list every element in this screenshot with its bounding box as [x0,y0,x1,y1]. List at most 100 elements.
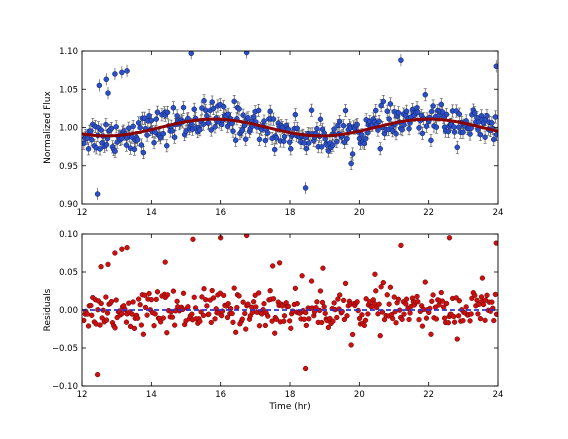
residual-point [456,298,462,304]
flux-point [189,121,195,128]
residual-point [474,297,480,303]
flux-point [454,144,461,151]
residuals-ytick-label: −0.05 [52,344,78,354]
residual-point [210,295,217,301]
residual-point [451,313,457,320]
flux-xtick-label: 24 [493,208,504,218]
flux-point [174,113,180,119]
flux-point [288,146,294,152]
flux-point [169,128,176,134]
flux-point [377,145,383,152]
residual-point [439,298,446,304]
flux-point [395,110,402,116]
residual-point [236,293,242,299]
residual-point [491,317,497,324]
flux-point [318,144,325,150]
residual-point [273,316,280,322]
residual-point [203,297,209,303]
flux-point [212,124,218,130]
residual-point [157,319,164,325]
flux-point [281,133,288,140]
flux-point [354,121,360,128]
residual-point [399,316,405,323]
residual-point [169,314,176,320]
flux-point [294,125,300,132]
residual-point [153,296,159,303]
flux-point [341,139,348,146]
residual-point [331,300,337,306]
residuals-ytick-label: 0.10 [59,230,78,240]
residual-point [377,333,383,339]
flux-point [148,117,155,124]
flux-point [239,127,246,133]
residual-point [151,323,157,329]
flux-point [82,140,87,147]
flux-point [342,107,349,114]
residual-point [154,289,161,295]
residual-point [356,315,363,322]
residual-point [281,318,287,324]
residual-point [337,292,343,298]
residual-point [380,279,386,286]
flux-point [302,185,309,191]
flux-ytick-label: 1.10 [59,47,78,57]
flux-ytick-label: 1.05 [59,85,78,95]
residual-point [98,264,104,270]
flux-point [362,136,369,142]
flux-point [96,82,103,89]
flux-point [406,125,412,132]
residual-point [146,290,152,297]
residuals-ytick-label: −0.10 [52,382,78,392]
flux-point [97,146,103,152]
residual-point [174,298,180,304]
flux-point [281,138,287,144]
flux-point [204,112,210,119]
residual-point [373,288,379,294]
residuals-xlabel: Time (hr) [268,402,310,412]
flux-ytick-label: 1.00 [59,124,78,134]
residual-point [416,316,422,323]
flux-point [451,124,457,130]
residual-point [330,318,336,324]
residual-point [225,301,231,307]
flux-point [137,124,143,131]
flux-point [180,104,187,111]
residual-point [253,304,259,310]
residual-point [468,311,474,317]
residual-point [493,240,498,246]
residual-point [140,331,147,337]
residual-point [475,311,481,317]
residual-point [480,301,487,308]
flux-plot-area [82,51,498,201]
residual-point [460,317,466,324]
residual-point [301,316,307,322]
flux-point [240,112,246,118]
flux-point [271,146,278,153]
flux-xtick-label: 12 [77,208,88,218]
flux-point [205,120,212,126]
residual-point [428,331,434,337]
residual-point [204,303,210,309]
flux-point [108,125,115,132]
flux-point [286,139,293,145]
residual-point [189,311,195,317]
residual-point [294,300,300,307]
residual-point [233,329,239,335]
residual-point [180,290,187,296]
residual-point [199,294,205,300]
residual-point [303,309,309,316]
flux-point [303,145,310,152]
flux-point [134,137,141,143]
residual-point [433,316,440,322]
residual-point [477,315,484,322]
flux-point [203,107,209,114]
flux-point [209,99,215,105]
flux-xtick-label: 18 [285,208,296,218]
residual-point [342,280,349,287]
residual-point [85,323,92,329]
residual-point [322,310,328,317]
residual-point [94,371,101,378]
flux-point [230,128,236,134]
flux-point [255,107,262,114]
